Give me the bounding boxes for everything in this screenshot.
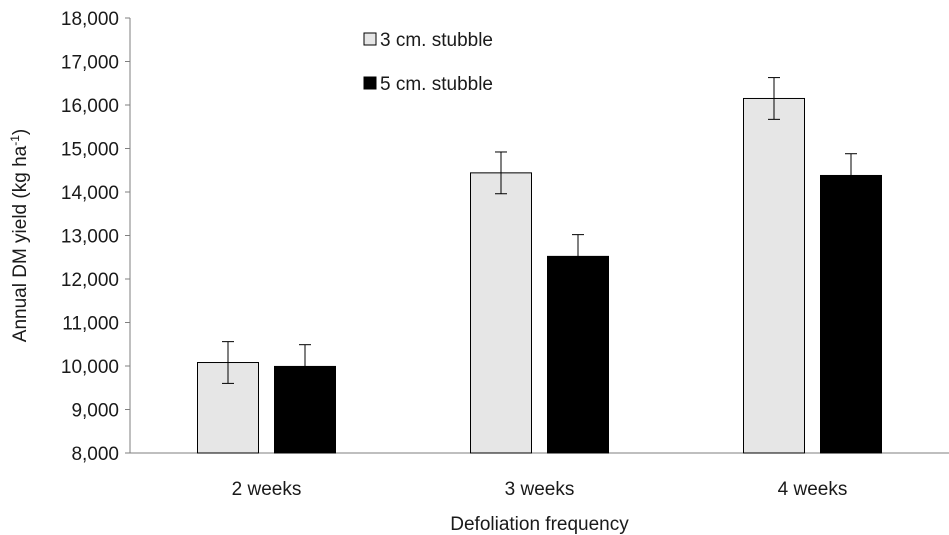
y-tick-label: 8,000 bbox=[71, 444, 119, 465]
x-axis-title: Defoliation frequency bbox=[450, 514, 629, 535]
y-tick-label: 17,000 bbox=[61, 53, 119, 74]
legend-label: 3 cm. stubble bbox=[380, 30, 493, 51]
bar bbox=[274, 365, 336, 454]
x-tick-label: 3 weeks bbox=[505, 479, 575, 500]
error-bars bbox=[222, 77, 857, 389]
legend: 3 cm. stubble 5 cm. stubble bbox=[363, 30, 493, 95]
y-tick-label: 10,000 bbox=[61, 357, 119, 378]
y-tick-label: 18,000 bbox=[61, 9, 119, 30]
y-tick-label: 13,000 bbox=[61, 227, 119, 248]
y-tick-label: 12,000 bbox=[61, 270, 119, 291]
y-tick-label: 11,000 bbox=[62, 314, 119, 335]
y-axis-title-close: ) bbox=[10, 129, 31, 135]
bar bbox=[820, 174, 882, 454]
legend-swatch bbox=[363, 32, 377, 46]
y-axis-ticks: 8,000 9,000 10,000 11,000 12,000 13,000 14,000… bbox=[61, 9, 130, 465]
y-axis-title: Annual DM yield (kg ha-1) bbox=[8, 129, 31, 342]
bar bbox=[547, 255, 609, 454]
y-tick-label: 15,000 bbox=[61, 140, 119, 161]
y-axis-title-sup: -1 bbox=[8, 135, 22, 146]
y-tick-label: 16,000 bbox=[61, 96, 119, 117]
x-tick-label: 2 weeks bbox=[232, 479, 302, 500]
bars bbox=[197, 97, 882, 454]
x-tick-label: 4 weeks bbox=[778, 479, 848, 500]
bar bbox=[743, 97, 805, 454]
bar bbox=[470, 172, 532, 454]
legend-swatch bbox=[363, 76, 377, 90]
x-axis-ticks: 2 weeks 3 weeks 4 weeks bbox=[232, 479, 848, 500]
y-axis-title-main: Annual DM yield (kg ha bbox=[10, 145, 31, 342]
y-tick-label: 14,000 bbox=[61, 183, 119, 204]
y-tick-label: 9,000 bbox=[71, 401, 119, 422]
legend-label: 5 cm. stubble bbox=[380, 74, 493, 95]
